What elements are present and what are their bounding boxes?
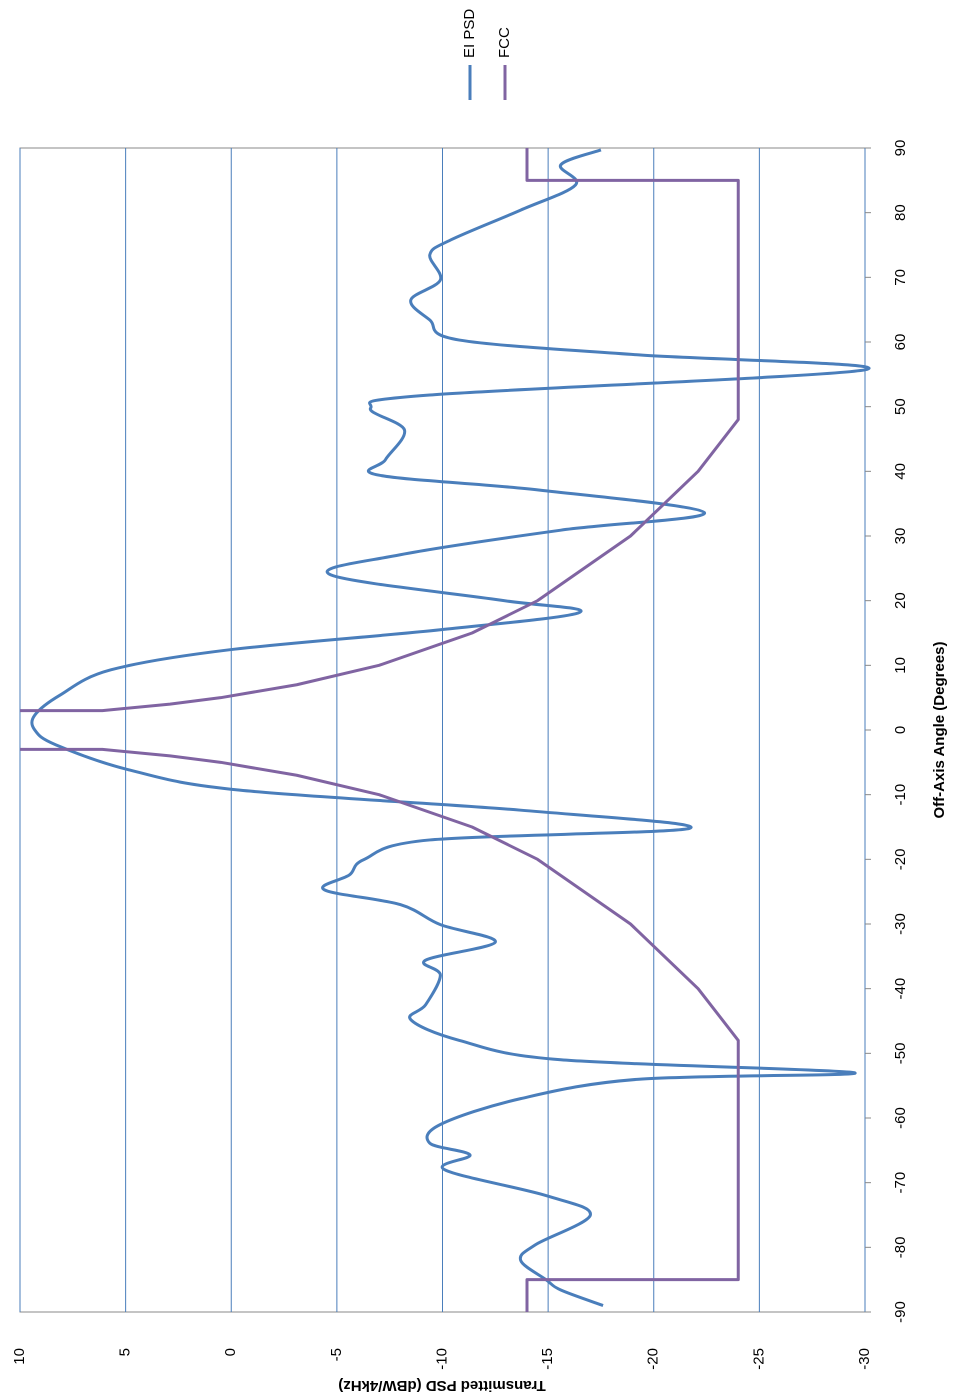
x-tick-label: 20 xyxy=(892,592,909,609)
x-tick-label: -90 xyxy=(892,1301,909,1323)
y-tick-label: 10 xyxy=(11,1348,28,1365)
legend-label: FCC xyxy=(496,27,513,58)
x-tick-label: -30 xyxy=(892,913,909,935)
x-tick-label: -40 xyxy=(892,978,909,1000)
x-tick-label: 50 xyxy=(892,398,909,415)
series-line xyxy=(30,148,871,1307)
x-tick-label: -20 xyxy=(892,848,909,870)
x-tick-label: 0 xyxy=(892,726,909,734)
y-tick-label: -30 xyxy=(856,1348,873,1370)
x-tick-label: 10 xyxy=(892,657,909,674)
x-tick-label: -10 xyxy=(892,784,909,806)
y-tick-label: 0 xyxy=(222,1348,239,1356)
x-tick-label: -70 xyxy=(892,1172,909,1194)
x-tick-label: 90 xyxy=(892,140,909,157)
x-tick-label: -80 xyxy=(892,1236,909,1258)
y-tick-label: -5 xyxy=(328,1348,345,1361)
x-tick-label: 40 xyxy=(892,463,909,480)
x-tick-label: 70 xyxy=(892,269,909,286)
series-line xyxy=(20,148,740,1312)
x-tick-label: -60 xyxy=(892,1107,909,1129)
x-tick-label: 60 xyxy=(892,334,909,351)
x-axis-title: Off-Axis Angle (Degrees) xyxy=(931,642,948,819)
x-tick-label: 80 xyxy=(892,204,909,221)
y-tick-label: -25 xyxy=(750,1348,767,1370)
rotated-chart: Off-Axis Angle (Degrees) Transmitted PSD… xyxy=(11,9,948,1394)
y-axis-title: Transmitted PSD (dBW/4kHz) xyxy=(338,1377,546,1394)
legend-label: EI PSD xyxy=(461,9,478,58)
x-tick-label: -50 xyxy=(892,1042,909,1064)
y-tick-label: -15 xyxy=(539,1348,556,1370)
x-tick-label: 30 xyxy=(892,528,909,545)
y-tick-label: 5 xyxy=(117,1348,134,1356)
y-tick-label: -10 xyxy=(433,1348,450,1370)
y-tick-label: -20 xyxy=(645,1348,662,1370)
